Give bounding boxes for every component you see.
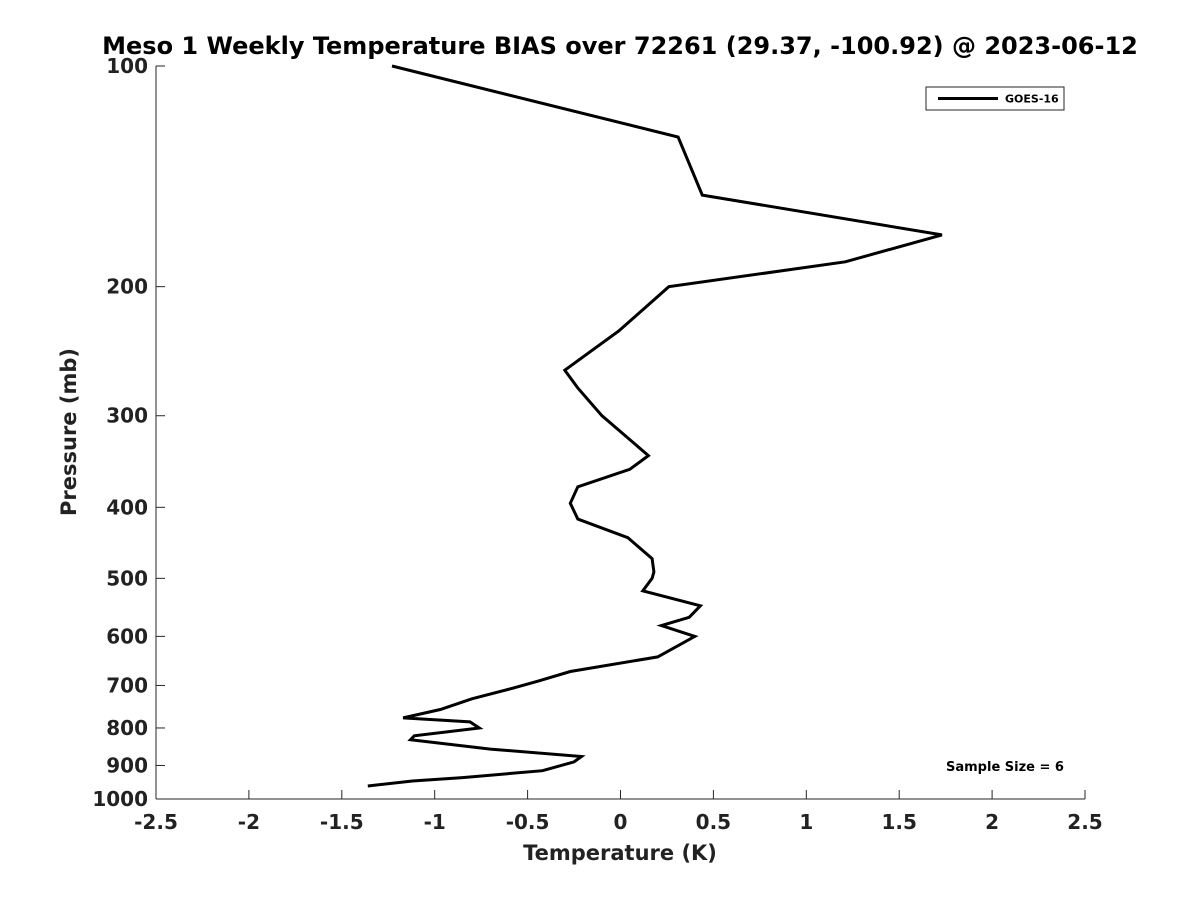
x-tick-label: -1 bbox=[424, 810, 446, 834]
y-tick-label: 100 bbox=[106, 54, 148, 78]
x-tick-label: 1 bbox=[799, 810, 813, 834]
y-tick-label: 600 bbox=[106, 624, 148, 648]
y-axis-label: Pressure (mb) bbox=[57, 348, 81, 516]
sample-size-annotation: Sample Size = 6 bbox=[946, 760, 1064, 775]
y-tick-label: 700 bbox=[106, 673, 148, 697]
y-tick-label: 400 bbox=[106, 495, 148, 519]
x-axis-label: Temperature (K) bbox=[523, 841, 717, 865]
legend: GOES-16 bbox=[925, 86, 1065, 111]
x-tick-label: 2 bbox=[985, 810, 999, 834]
y-tick-label: 900 bbox=[106, 753, 148, 777]
y-ticks: 100 200 300 400 500 600 700 800 900 1000 bbox=[92, 54, 165, 811]
x-tick-label: 0 bbox=[614, 810, 628, 834]
series-layer bbox=[367, 64, 943, 788]
chart-title: Meso 1 Weekly Temperature BIAS over 7226… bbox=[102, 32, 1138, 60]
y-tick-label: 1000 bbox=[92, 787, 148, 811]
x-tick-label: -0.5 bbox=[506, 810, 550, 834]
x-tick-label: 2.5 bbox=[1067, 810, 1102, 834]
y-tick-label: 200 bbox=[106, 275, 148, 299]
y-tick-label: 500 bbox=[106, 566, 148, 590]
x-ticks: -2.5 -2 -1.5 -1 -0.5 0 0.5 1 1.5 2 2.5 bbox=[134, 790, 1103, 834]
x-tick-label: -2.5 bbox=[134, 810, 178, 834]
x-tick-label: -1.5 bbox=[320, 810, 364, 834]
series-line-goes-16 bbox=[367, 64, 943, 788]
x-tick-label: -2 bbox=[238, 810, 260, 834]
x-tick-label: 0.5 bbox=[696, 810, 731, 834]
y-tick-label: 800 bbox=[106, 716, 148, 740]
x-tick-label: 1.5 bbox=[881, 810, 916, 834]
y-tick-label: 300 bbox=[106, 404, 148, 428]
legend-label-goes-16: GOES-16 bbox=[1005, 93, 1059, 106]
